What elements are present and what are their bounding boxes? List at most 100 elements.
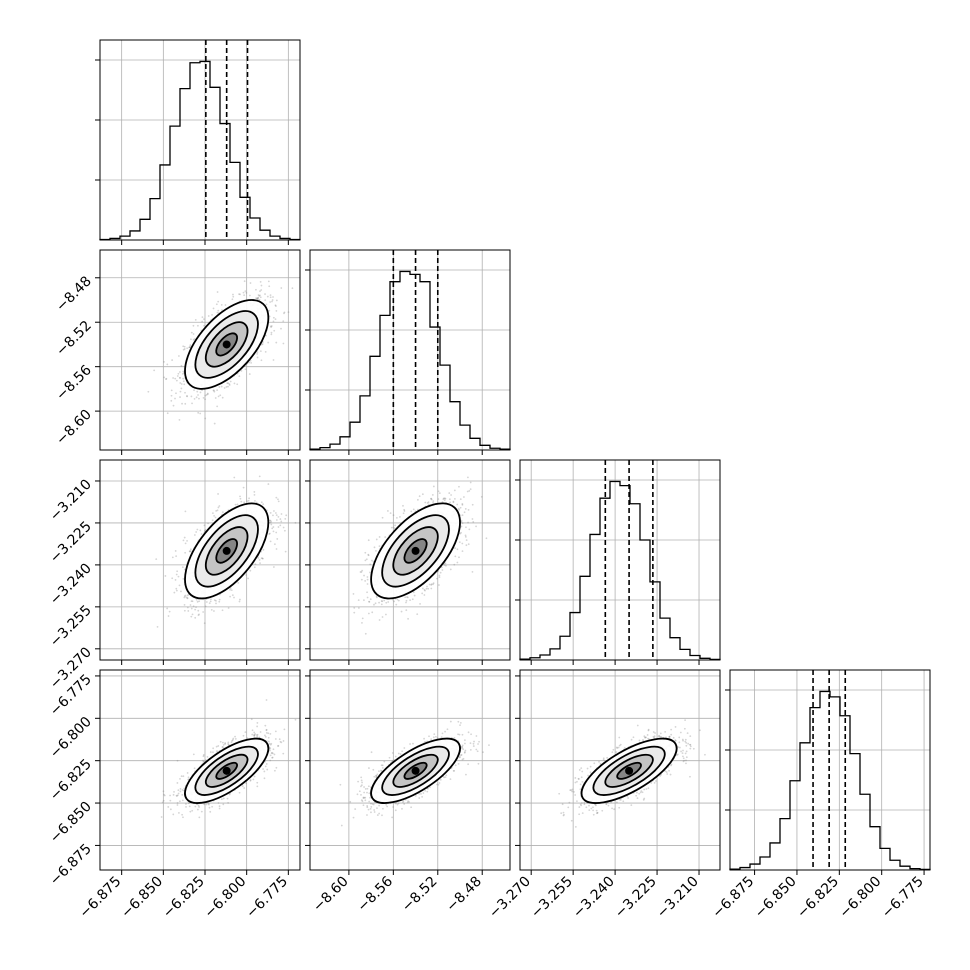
- sample-point: [197, 411, 200, 414]
- sample-point: [409, 599, 412, 602]
- sample-point: [459, 498, 462, 501]
- sample-point: [366, 591, 368, 594]
- sample-point: [176, 375, 179, 377]
- sample-point: [170, 394, 173, 397]
- sample-point: [192, 324, 195, 327]
- sample-point: [213, 389, 215, 392]
- sample-point: [176, 795, 178, 797]
- sample-point: [443, 497, 446, 500]
- sample-point: [454, 555, 457, 558]
- sample-point: [268, 285, 271, 288]
- histogram-step-0: [99, 60, 301, 241]
- sample-point: [196, 390, 199, 393]
- sample-point: [217, 300, 220, 303]
- sample-point: [173, 591, 176, 594]
- sample-point: [458, 541, 461, 543]
- sample-point: [375, 595, 378, 598]
- sample-point: [263, 777, 266, 780]
- sample-point: [418, 495, 421, 498]
- sample-point: [373, 603, 375, 606]
- sample-point: [254, 499, 256, 502]
- sample-point: [176, 570, 179, 573]
- sample-point: [361, 569, 364, 572]
- sample-point: [390, 526, 393, 529]
- sample-point: [407, 617, 409, 620]
- sample-point: [425, 587, 428, 590]
- sample-point: [363, 599, 365, 602]
- sample-point: [438, 576, 441, 579]
- sample-point: [430, 587, 433, 590]
- sample-point: [178, 800, 181, 803]
- ytick-label: −3.225: [47, 518, 95, 566]
- sample-point: [196, 600, 199, 603]
- histogram-step-1: [309, 270, 511, 450]
- sample-point: [453, 489, 456, 492]
- sample-point: [283, 312, 285, 315]
- sample-point: [186, 594, 189, 597]
- sample-point: [271, 299, 274, 301]
- sample-point: [193, 534, 196, 536]
- sample-point: [438, 574, 441, 577]
- sample-point: [457, 507, 460, 510]
- sample-point: [204, 529, 207, 531]
- sample-point: [464, 508, 467, 510]
- sample-point: [147, 390, 150, 393]
- sample-point: [196, 324, 199, 327]
- sample-point: [393, 527, 396, 530]
- sample-point: [199, 391, 202, 394]
- sample-point: [373, 546, 376, 549]
- sample-point: [452, 501, 455, 504]
- sample-point: [166, 363, 169, 366]
- sample-point: [453, 563, 456, 566]
- sample-point: [238, 600, 241, 603]
- sample-point: [269, 301, 272, 303]
- sample-point: [197, 614, 200, 617]
- sample-point: [184, 391, 186, 394]
- sample-point: [178, 418, 181, 421]
- sample-point: [245, 291, 248, 294]
- sample-point: [199, 529, 202, 532]
- sample-point: [260, 284, 263, 287]
- sample-point: [189, 548, 192, 551]
- sample-point: [213, 610, 215, 612]
- sample-point: [366, 578, 369, 581]
- sample-point: [258, 298, 261, 301]
- sample-point: [375, 596, 378, 599]
- sample-point: [191, 600, 194, 603]
- sample-point: [432, 583, 434, 586]
- sample-point: [431, 494, 434, 496]
- sample-point: [364, 580, 367, 582]
- sample-point: [163, 794, 166, 797]
- sample-point: [269, 519, 271, 522]
- sample-point: [258, 475, 261, 478]
- sample-point: [369, 571, 371, 574]
- sample-point: [195, 531, 198, 533]
- sample-point: [421, 587, 424, 590]
- sample-point: [277, 498, 279, 501]
- sample-point: [274, 305, 277, 307]
- sample-point: [383, 599, 386, 602]
- sample-point: [193, 338, 196, 340]
- sample-point: [272, 566, 275, 568]
- sample-point: [197, 609, 200, 612]
- sample-point: [246, 500, 249, 503]
- sample-point: [174, 397, 176, 400]
- sample-point: [203, 760, 206, 763]
- sample-point: [467, 476, 469, 479]
- sample-point: [294, 521, 297, 524]
- sample-point: [264, 350, 267, 353]
- sample-point: [272, 316, 275, 319]
- sample-point: [403, 508, 406, 511]
- sample-point: [273, 510, 275, 512]
- sample-point: [216, 311, 219, 314]
- contour-line: [403, 538, 428, 564]
- panel-frame: [99, 459, 301, 661]
- sample-point: [268, 533, 271, 535]
- contour-line: [215, 332, 238, 357]
- sample-point: [257, 294, 260, 296]
- sample-point: [217, 395, 220, 398]
- sample-point: [258, 295, 261, 297]
- sample-point: [456, 548, 459, 551]
- sample-point: [179, 377, 181, 379]
- sample-point: [240, 369, 243, 372]
